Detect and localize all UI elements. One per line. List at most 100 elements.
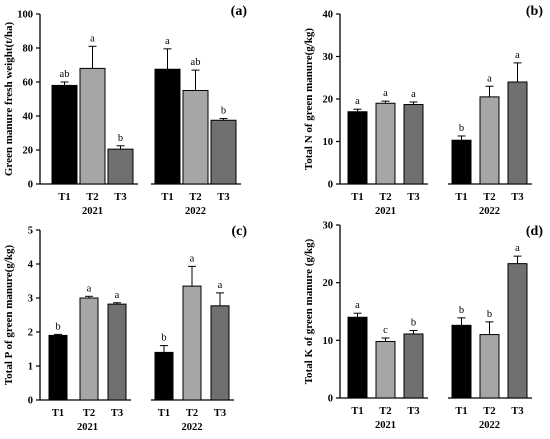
year-label: 2022 <box>479 420 500 431</box>
x-tick-label: T1 <box>351 406 363 417</box>
panel-a: 0 20 40 60 80 100 ab T1 a T2 b T3 2021 a T1 ab T2 b T3 2022… <box>3 4 247 217</box>
y-axis-label: Green manure fresh weight(t/ha) <box>3 22 15 177</box>
x-tick-label: T2 <box>379 192 391 203</box>
x-tick-label: T2 <box>189 192 201 203</box>
y-tick-label: 20 <box>323 278 334 289</box>
x-tick-label: T3 <box>217 192 229 203</box>
bar-2022-T1 <box>451 324 472 399</box>
year-label: 2022 <box>185 206 206 217</box>
significance-label: a <box>383 88 388 99</box>
bar-2022-T2 <box>479 334 500 399</box>
y-tick-label: 2 <box>28 328 33 339</box>
y-tick-label: 30 <box>323 52 334 63</box>
x-tick-label: T1 <box>158 408 170 419</box>
bar-2021-T2 <box>79 297 99 401</box>
y-tick-label: 0 <box>28 396 33 407</box>
significance-label: b <box>55 321 60 332</box>
significance-label: b <box>221 106 226 117</box>
bar-2021-T1 <box>347 316 368 399</box>
bar-2021-T1 <box>48 334 68 401</box>
y-tick-label: 20 <box>323 95 334 106</box>
significance-label: b <box>411 318 416 329</box>
significance-label: a <box>87 283 92 294</box>
significance-label: a <box>355 96 360 107</box>
y-tick-label: 0 <box>28 180 33 191</box>
bar-2022-T3 <box>210 119 237 185</box>
y-tick-label: 10 <box>323 336 334 347</box>
panel-label: (a) <box>231 4 248 19</box>
bar-2021-T2 <box>375 340 396 399</box>
year-label: 2021 <box>77 422 98 433</box>
significance-label: b <box>118 133 123 144</box>
y-tick-label: 30 <box>323 221 334 232</box>
bar-2021-T2 <box>375 102 396 185</box>
significance-label: b <box>487 309 492 320</box>
bar-2022-T3 <box>507 263 528 399</box>
y-tick-label: 100 <box>17 10 33 21</box>
x-tick-label: T3 <box>407 192 419 203</box>
significance-label: a <box>515 243 520 254</box>
panel-d: 0 10 20 30 a T1 c T2 b T3 2021 b T1 b T2 a T3 2022 Total K… <box>303 221 543 432</box>
y-tick-label: 0 <box>328 180 333 191</box>
x-tick-label: T1 <box>58 192 70 203</box>
year-label: 2021 <box>375 206 396 217</box>
y-tick-label: 20 <box>23 146 34 157</box>
x-tick-label: T3 <box>114 192 126 203</box>
bar-2022-T2 <box>182 90 209 185</box>
y-tick-label: 10 <box>323 137 334 148</box>
y-tick-label: 0 <box>328 394 333 405</box>
x-tick-label: T3 <box>511 406 523 417</box>
bar-2021-T3 <box>107 303 127 401</box>
x-tick-label: T3 <box>111 408 123 419</box>
bar-2021-T1 <box>51 84 78 185</box>
y-tick-label: 60 <box>23 78 34 89</box>
x-tick-label: T3 <box>511 192 523 203</box>
significance-label: a <box>115 290 120 301</box>
y-tick-label: 40 <box>23 112 34 123</box>
significance-label: a <box>218 280 223 291</box>
significance-label: c <box>383 325 388 336</box>
panel-label: (d) <box>526 224 543 239</box>
significance-label: b <box>161 333 166 344</box>
bar-2022-T1 <box>451 139 472 185</box>
x-tick-label: T3 <box>214 408 226 419</box>
x-tick-label: T2 <box>86 192 98 203</box>
panel-b: 0 10 20 30 40 a T1 a T2 a T3 2021 b T1 a T2 a T3 2022 Total… <box>303 4 543 217</box>
x-tick-label: T1 <box>161 192 173 203</box>
bar-2021-T3 <box>107 148 134 185</box>
bar-2022-T2 <box>182 285 202 401</box>
bar-2021-T2 <box>79 67 106 185</box>
significance-label: a <box>165 36 170 47</box>
y-tick-label: 80 <box>23 44 34 55</box>
significance-label: a <box>487 73 492 84</box>
x-tick-label: T2 <box>483 406 495 417</box>
bar-2021-T3 <box>403 104 424 185</box>
bar-2021-T3 <box>403 333 424 399</box>
bar-2022-T1 <box>154 351 174 401</box>
significance-label: a <box>190 253 195 264</box>
x-tick-label: T1 <box>455 406 467 417</box>
x-tick-label: T1 <box>52 408 64 419</box>
panel-c: 0 1 2 3 4 5 b T1 a T2 a T3 2021 b T1 a T2 a T3 2022 Total P … <box>3 224 247 433</box>
x-tick-label: T1 <box>455 192 467 203</box>
panel-label: (b) <box>526 4 543 19</box>
y-tick-label: 4 <box>28 260 34 271</box>
x-tick-label: T2 <box>379 406 391 417</box>
y-tick-label: 5 <box>28 226 33 237</box>
year-label: 2021 <box>82 206 103 217</box>
y-tick-label: 3 <box>28 294 33 305</box>
significance-label: a <box>355 300 360 311</box>
significance-label: ab <box>191 57 201 68</box>
bar-2022-T3 <box>507 81 528 185</box>
significance-label: a <box>515 50 520 61</box>
y-axis-label: Total P of green manure(g/kg) <box>3 244 15 385</box>
x-tick-label: T3 <box>407 406 419 417</box>
year-label: 2021 <box>375 420 396 431</box>
significance-label: ab <box>60 69 70 80</box>
y-axis-label: Total N of green manure(g/kg) <box>303 28 315 171</box>
x-tick-label: T2 <box>186 408 198 419</box>
bar-2022-T1 <box>154 68 181 185</box>
y-tick-label: 40 <box>323 10 334 21</box>
bar-2022-T3 <box>210 305 230 401</box>
